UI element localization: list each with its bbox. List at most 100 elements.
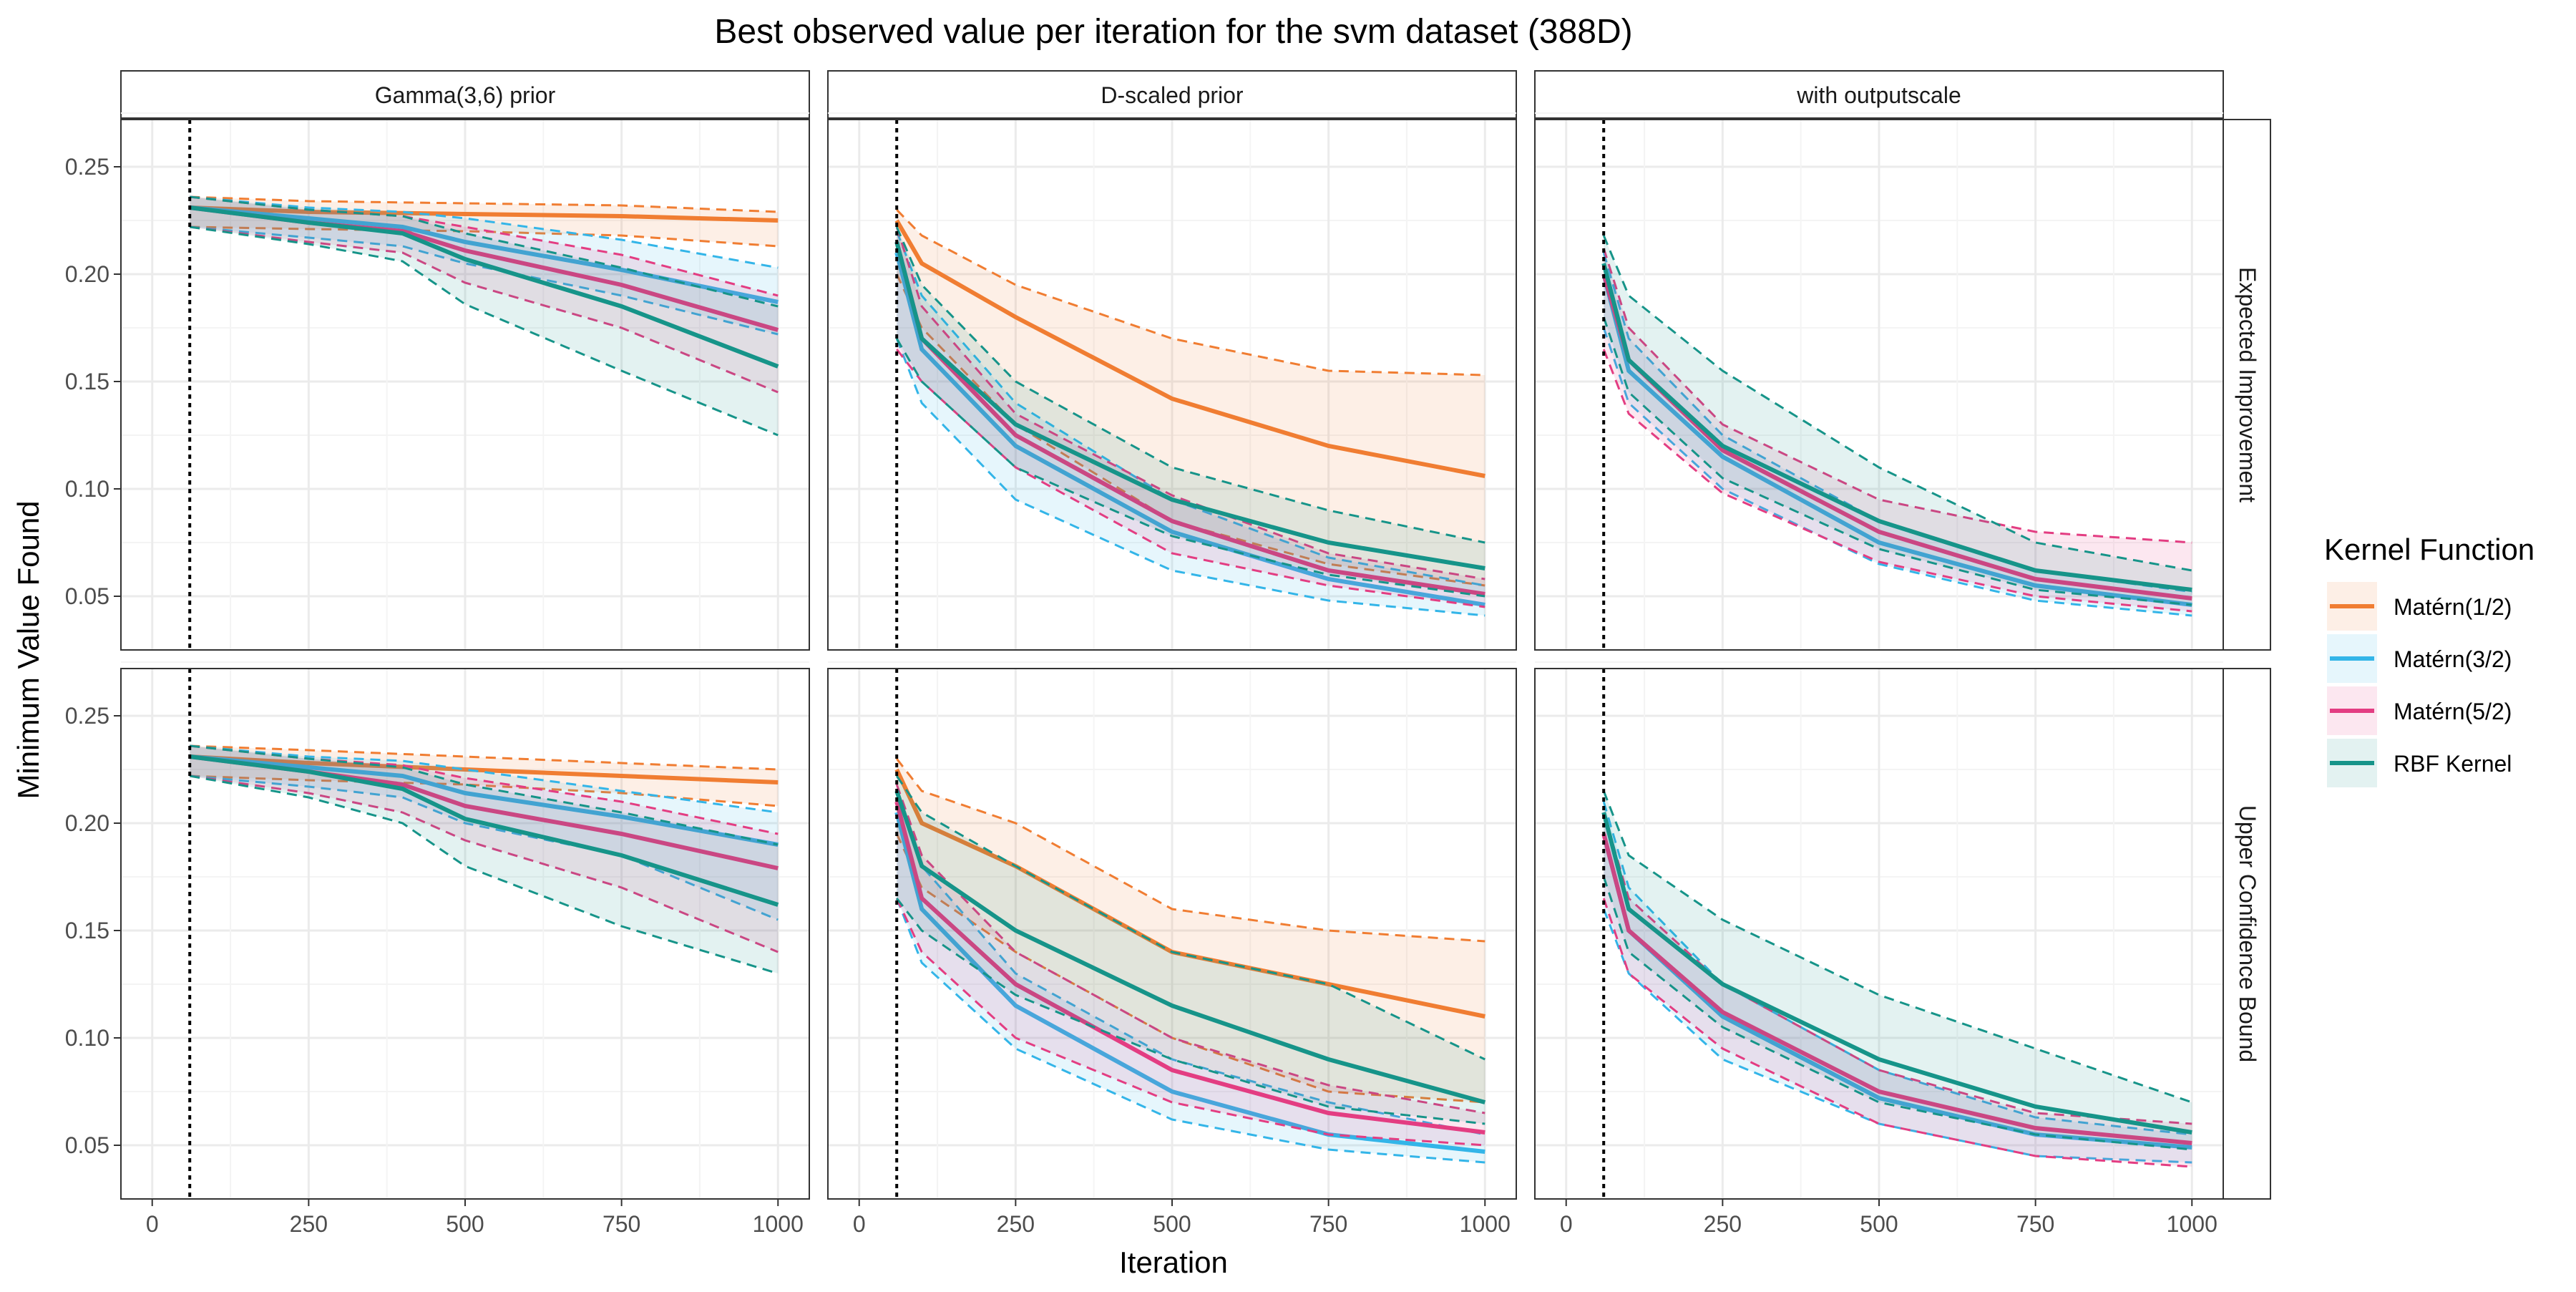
- y-tick-label: 0.25: [65, 154, 109, 180]
- upper-bound-rbf-kernel: [1602, 790, 2192, 1104]
- mean-line-rbf-kernel: [1601, 263, 2192, 592]
- y-tick-label: 0.25: [65, 703, 109, 729]
- upper-bound-mat-rn-5-2: [1602, 812, 2192, 1125]
- mean-line-mat-rn-1-2: [894, 219, 1485, 478]
- lower-bound-mat-rn-5-2: [1602, 349, 2192, 613]
- plot-area: [188, 669, 779, 1199]
- panel-upper-confidence-bound-with-outputscale: 0 250 500 750 1000: [1534, 661, 2224, 1237]
- chart-title: Best observed value per iteration for th…: [714, 13, 1632, 51]
- lower-bound-mat-rn-1-2: [895, 273, 1485, 587]
- y-tick-label: 0.15: [65, 918, 109, 943]
- legend-label: Matérn(1/2): [2394, 594, 2512, 620]
- legend-item-mat-rn-5-2: Matérn(5/2): [2327, 686, 2512, 735]
- x-tick-label: 1000: [753, 1211, 804, 1237]
- x-axis-label: Iteration: [1119, 1245, 1228, 1279]
- ribbon-mat-rn-1-2: [190, 746, 779, 806]
- x-tick-label: 0: [146, 1211, 159, 1237]
- col-strip-gamma-3-6-prior: Gamma(3,6) prior: [120, 70, 810, 119]
- lower-bound-rbf-kernel: [1602, 316, 2192, 606]
- series-mat-rn-3-2: [189, 744, 779, 921]
- upper-bound-rbf-kernel: [1602, 235, 2192, 572]
- legend-item-rbf-kernel: RBF Kernel: [2327, 739, 2512, 787]
- lower-bound-mat-rn-5-2: [896, 349, 1485, 608]
- lower-bound-mat-rn-3-2: [190, 774, 779, 921]
- panel-upper-confidence-bound-gamma-3-6-prior: 0 250 500 750 1000 0.05 0.10 0.15 0.20 0.25: [65, 661, 810, 1237]
- legend-title: Kernel Function: [2324, 533, 2534, 566]
- mean-line-mat-rn-5-2: [1601, 833, 2192, 1145]
- y-tick-label: 0.10: [65, 1025, 109, 1051]
- mean-line-mat-rn-1-2: [190, 754, 779, 785]
- mean-line-rbf-kernel: [894, 790, 1486, 1104]
- y-tick-label: 0.05: [65, 583, 109, 609]
- row-strip-label: Expected Improvement: [2235, 267, 2260, 502]
- ribbon-rbf-kernel: [190, 746, 779, 973]
- ribbon-rbf-kernel: [897, 776, 1485, 1124]
- series-rbf-kernel: [189, 195, 779, 437]
- x-tick-label: 250: [1704, 1211, 1742, 1237]
- x-tick-label: 750: [1309, 1211, 1347, 1237]
- lower-bound-rbf-kernel: [895, 338, 1485, 598]
- mean-line-mat-rn-1-2: [190, 205, 779, 223]
- ribbon-rbf-kernel: [1604, 791, 2192, 1150]
- mean-line-rbf-kernel: [189, 754, 779, 907]
- series-rbf-kernel: [1601, 790, 2192, 1151]
- col-strip-d-scaled-prior: D-scaled prior: [827, 70, 1517, 119]
- panel-border: [827, 119, 1517, 651]
- y-axis-label: Minimum Value Found: [11, 500, 45, 799]
- series-rbf-kernel: [894, 775, 1486, 1125]
- series-mat-rn-5-2: [1601, 812, 2192, 1168]
- x-tick-label: 0: [1560, 1211, 1573, 1237]
- panel-expected-improvement-d-scaled-prior: [827, 112, 1517, 651]
- series-mat-rn-1-2: [894, 208, 1485, 587]
- ribbon-mat-rn-3-2: [1604, 802, 2192, 1162]
- lower-bound-mat-rn-5-2: [895, 898, 1485, 1147]
- lower-bound-mat-rn-5-2: [1602, 898, 2192, 1168]
- series-rbf-kernel: [894, 226, 1485, 598]
- ribbon-mat-rn-3-2: [190, 746, 779, 920]
- y-tick-label: 0.10: [65, 476, 109, 502]
- row-strip-upper-confidence-bound: Upper Confidence Bound: [2223, 668, 2271, 1200]
- upper-bound-mat-rn-1-2: [190, 195, 779, 213]
- mean-line-mat-rn-3-2: [894, 252, 1485, 607]
- ribbon-rbf-kernel: [1604, 235, 2192, 605]
- lower-bound-rbf-kernel: [189, 225, 779, 437]
- panel-upper-confidence-bound-d-scaled-prior: 0 250 500 750 1000: [827, 661, 1517, 1237]
- mean-line-mat-rn-1-2: [894, 768, 1485, 1019]
- mean-line-rbf-kernel: [189, 205, 779, 369]
- ribbon-rbf-kernel: [190, 197, 779, 435]
- row-strip-expected-improvement: Expected Improvement: [2223, 119, 2271, 651]
- legend-entries: Matérn(1/2) Matérn(3/2) Matérn(5/2) RBF Ker…: [2327, 582, 2512, 787]
- x-tick-label: 250: [997, 1211, 1035, 1237]
- panel-border: [1534, 119, 2224, 651]
- upper-bound-mat-rn-1-2: [896, 758, 1485, 943]
- lower-bound-mat-rn-1-2: [190, 225, 779, 248]
- upper-bound-rbf-kernel: [895, 226, 1485, 544]
- lower-bound-mat-rn-3-2: [895, 338, 1485, 617]
- upper-bound-mat-rn-5-2: [895, 226, 1485, 581]
- lower-bound-mat-rn-5-2: [190, 225, 779, 394]
- legend-label: Matérn(3/2): [2394, 646, 2512, 672]
- series-rbf-kernel: [189, 744, 779, 975]
- col-strip-label: D-scaled prior: [1101, 82, 1244, 108]
- panel-border: [120, 119, 810, 651]
- series-mat-rn-1-2: [894, 758, 1485, 1104]
- mean-line-mat-rn-3-2: [189, 754, 779, 847]
- row-strip-label: Upper Confidence Bound: [2235, 805, 2260, 1062]
- plot-area: [894, 120, 1485, 650]
- ribbon-mat-rn-1-2: [190, 197, 779, 246]
- lower-bound-rbf-kernel: [189, 774, 779, 975]
- upper-bound-mat-rn-3-2: [895, 230, 1485, 587]
- upper-bound-rbf-kernel: [190, 744, 779, 846]
- y-tick-label: 0.15: [65, 369, 109, 394]
- y-tick-label: 0.20: [65, 261, 109, 287]
- upper-bound-mat-rn-5-2: [895, 784, 1485, 1114]
- legend-label: RBF Kernel: [2394, 751, 2512, 777]
- ribbon-mat-rn-5-2: [190, 746, 779, 952]
- lower-bound-mat-rn-3-2: [190, 225, 779, 336]
- x-tick-label: 500: [1153, 1211, 1191, 1237]
- legend-item-mat-rn-1-2: Matérn(1/2): [2327, 582, 2512, 631]
- panels-layer: Gamma(3,6) prior D-scaled prior with outpu…: [65, 70, 2271, 1237]
- legend-item-mat-rn-3-2: Matérn(3/2): [2327, 634, 2512, 683]
- x-tick-label: 1000: [1460, 1211, 1511, 1237]
